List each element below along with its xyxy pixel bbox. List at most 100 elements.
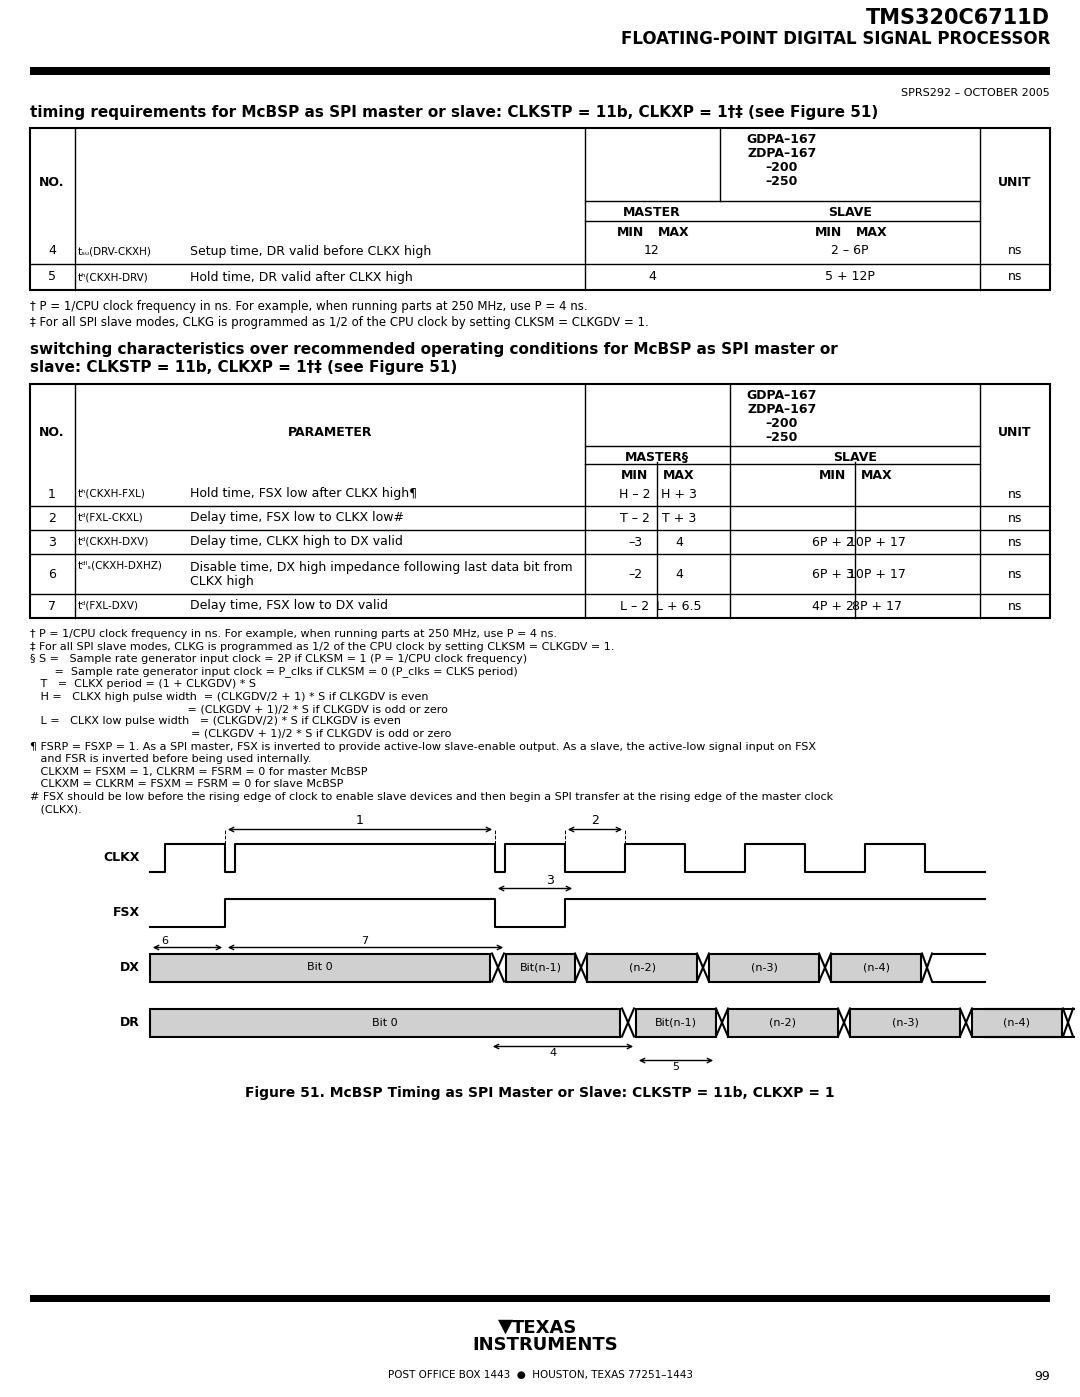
Text: 5: 5 xyxy=(48,271,56,284)
Text: tᵈ(FXL-DXV): tᵈ(FXL-DXV) xyxy=(78,601,139,610)
Bar xyxy=(728,1009,838,1037)
Text: 4P + 2: 4P + 2 xyxy=(812,599,854,612)
Text: 4: 4 xyxy=(49,244,56,257)
Bar xyxy=(30,67,1050,75)
Text: tᵈ(FXL-CKXL): tᵈ(FXL-CKXL) xyxy=(78,513,144,522)
Text: ▼: ▼ xyxy=(498,1317,513,1336)
Bar xyxy=(30,129,1050,291)
Text: UNIT: UNIT xyxy=(998,176,1031,190)
Text: –200: –200 xyxy=(766,161,798,175)
Text: 6P + 3: 6P + 3 xyxy=(812,567,854,581)
Text: –200: –200 xyxy=(766,416,798,430)
Text: Delay time, FSX low to CLKX low#: Delay time, FSX low to CLKX low# xyxy=(190,511,404,524)
Text: DX: DX xyxy=(120,961,140,974)
Text: 10P + 17: 10P + 17 xyxy=(848,567,906,581)
Text: 4: 4 xyxy=(675,567,683,581)
Text: 8P + 17: 8P + 17 xyxy=(852,599,902,612)
Text: Disable time, DX high impedance following last data bit from: Disable time, DX high impedance followin… xyxy=(190,562,572,574)
Text: T   =  CLKX period = (1 + CLKGDV) * S: T = CLKX period = (1 + CLKGDV) * S xyxy=(30,679,256,689)
Text: POST OFFICE BOX 1443  ●  HOUSTON, TEXAS 77251–1443: POST OFFICE BOX 1443 ● HOUSTON, TEXAS 77… xyxy=(388,1370,692,1380)
Text: H =   CLKX high pulse width  = (CLKGDV/2 + 1) * S if CLKGDV is even: H = CLKX high pulse width = (CLKGDV/2 + … xyxy=(30,692,429,701)
Text: UNIT: UNIT xyxy=(998,426,1031,440)
Text: = (CLKGDV + 1)/2 * S if CLKGDV is odd or zero: = (CLKGDV + 1)/2 * S if CLKGDV is odd or… xyxy=(30,704,448,714)
Text: 5: 5 xyxy=(673,1063,679,1073)
Text: Bit(n-1): Bit(n-1) xyxy=(519,963,562,972)
Text: 2 – 6P: 2 – 6P xyxy=(832,244,868,257)
Text: CLKX high: CLKX high xyxy=(190,576,254,588)
Text: MIN: MIN xyxy=(820,469,847,482)
Text: tᵈ(CKXH-DXV): tᵈ(CKXH-DXV) xyxy=(78,536,149,548)
Text: ‡ For all SPI slave modes, CLKG is programmed as 1/2 of the CPU clock by setting: ‡ For all SPI slave modes, CLKG is progr… xyxy=(30,316,649,330)
Text: (n-2): (n-2) xyxy=(629,963,656,972)
Text: † P = 1/CPU clock frequency in ns. For example, when running parts at 250 MHz, u: † P = 1/CPU clock frequency in ns. For e… xyxy=(30,300,588,313)
Text: 4: 4 xyxy=(648,271,656,284)
Text: L – 2: L – 2 xyxy=(620,599,649,612)
Text: INSTRUMENTS: INSTRUMENTS xyxy=(472,1336,618,1354)
Text: =  Sample rate generator input clock = P_clks if CLKSM = 0 (P_clks = CLKS period: = Sample rate generator input clock = P_… xyxy=(30,666,517,678)
Text: H – 2: H – 2 xyxy=(619,488,651,500)
Text: NO.: NO. xyxy=(39,426,65,440)
Bar xyxy=(831,954,921,982)
Text: ns: ns xyxy=(1008,511,1022,524)
Text: –3: –3 xyxy=(627,535,643,549)
Text: MAX: MAX xyxy=(663,469,694,482)
Text: ‡ For all SPI slave modes, CLKG is programmed as 1/2 of the CPU clock by setting: ‡ For all SPI slave modes, CLKG is progr… xyxy=(30,641,615,651)
Text: NO.: NO. xyxy=(39,176,65,190)
Text: TMS320C6711D: TMS320C6711D xyxy=(866,8,1050,28)
Text: Bit 0: Bit 0 xyxy=(307,963,333,972)
Text: ZDPA–167: ZDPA–167 xyxy=(747,147,816,161)
Text: 1: 1 xyxy=(49,488,56,500)
Text: T + 3: T + 3 xyxy=(662,511,697,524)
Text: –250: –250 xyxy=(766,175,798,189)
Text: –250: –250 xyxy=(766,432,798,444)
Text: PARAMETER: PARAMETER xyxy=(287,426,373,440)
Text: GDPA–167: GDPA–167 xyxy=(746,133,818,147)
Text: (n-3): (n-3) xyxy=(892,1017,918,1028)
Text: = (CLKGDV + 1)/2 * S if CLKGDV is odd or zero: = (CLKGDV + 1)/2 * S if CLKGDV is odd or… xyxy=(30,729,451,739)
Text: Figure 51. McBSP Timing as SPI Master or Slave: CLKSTP = 11b, CLKXP = 1: Figure 51. McBSP Timing as SPI Master or… xyxy=(245,1087,835,1101)
Text: CLKX: CLKX xyxy=(104,851,140,863)
Text: tʰ(CKXH-DRV): tʰ(CKXH-DRV) xyxy=(78,272,149,282)
Text: SLAVE: SLAVE xyxy=(833,451,877,464)
Text: (n-2): (n-2) xyxy=(769,1017,797,1028)
Bar xyxy=(30,1295,1050,1302)
Text: ns: ns xyxy=(1008,488,1022,500)
Text: 6P + 2: 6P + 2 xyxy=(812,535,854,549)
Text: GDPA–167: GDPA–167 xyxy=(746,388,818,402)
Text: Bit 0: Bit 0 xyxy=(373,1017,397,1028)
Text: TEXAS: TEXAS xyxy=(512,1319,578,1337)
Text: FSX: FSX xyxy=(113,907,140,919)
Text: 12: 12 xyxy=(644,244,660,257)
Text: slave: CLKSTP = 11b, CLKXP = 1†‡ (see Figure 51): slave: CLKSTP = 11b, CLKXP = 1†‡ (see Fi… xyxy=(30,360,457,374)
Text: CLKXM = FSXM = 1, CLKRM = FSRM = 0 for master McBSP: CLKXM = FSXM = 1, CLKRM = FSRM = 0 for m… xyxy=(30,767,367,777)
Text: 3: 3 xyxy=(546,873,554,887)
Bar xyxy=(30,384,1050,617)
Text: Delay time, CLKX high to DX valid: Delay time, CLKX high to DX valid xyxy=(190,535,403,549)
Text: and FSR is inverted before being used internally.: and FSR is inverted before being used in… xyxy=(30,754,311,764)
Text: switching characteristics over recommended operating conditions for McBSP as SPI: switching characteristics over recommend… xyxy=(30,342,838,358)
Text: 2: 2 xyxy=(49,511,56,524)
Text: Hold time, DR valid after CLKX high: Hold time, DR valid after CLKX high xyxy=(190,271,413,284)
Text: 99: 99 xyxy=(1035,1370,1050,1383)
Text: Hold time, FSX low after CLKX high¶: Hold time, FSX low after CLKX high¶ xyxy=(190,488,417,500)
Text: 10P + 17: 10P + 17 xyxy=(848,535,906,549)
Text: Bit(n-1): Bit(n-1) xyxy=(654,1017,697,1028)
Text: L =   CLKX low pulse width   = (CLKGDV/2) * S if CLKGDV is even: L = CLKX low pulse width = (CLKGDV/2) * … xyxy=(30,717,401,726)
Bar xyxy=(972,1009,1062,1037)
Text: † P = 1/CPU clock frequency in ns. For example, when running parts at 250 MHz, u: † P = 1/CPU clock frequency in ns. For e… xyxy=(30,629,557,638)
Text: Setup time, DR valid before CLKX high: Setup time, DR valid before CLKX high xyxy=(190,244,431,257)
Text: MAX: MAX xyxy=(658,226,690,239)
Text: ns: ns xyxy=(1008,535,1022,549)
Text: 4: 4 xyxy=(550,1049,556,1059)
Text: 7: 7 xyxy=(362,936,368,946)
Text: MAX: MAX xyxy=(856,226,888,239)
Text: MAX: MAX xyxy=(861,469,893,482)
Text: § S =   Sample rate generator input clock = 2P if CLKSM = 1 (P = 1/CPU clock fre: § S = Sample rate generator input clock … xyxy=(30,654,527,664)
Text: ZDPA–167: ZDPA–167 xyxy=(747,402,816,416)
Text: 4: 4 xyxy=(675,535,683,549)
Bar xyxy=(850,1009,960,1037)
Text: (n-4): (n-4) xyxy=(1003,1017,1030,1028)
Text: SLAVE: SLAVE xyxy=(828,205,872,219)
Bar xyxy=(150,1009,620,1037)
Text: –2: –2 xyxy=(627,567,643,581)
